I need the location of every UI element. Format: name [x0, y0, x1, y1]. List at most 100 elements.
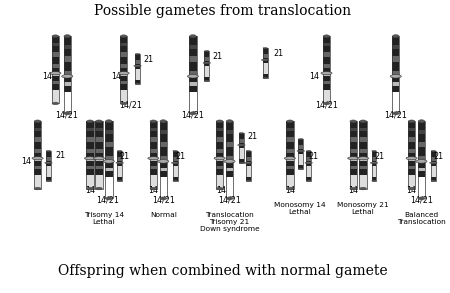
Bar: [135, 60, 140, 64]
Bar: [431, 177, 436, 180]
Text: 14: 14: [407, 185, 417, 195]
Bar: [286, 166, 293, 169]
Bar: [34, 131, 41, 137]
Bar: [95, 128, 103, 131]
Bar: [204, 51, 209, 57]
Bar: [189, 57, 197, 62]
Text: 14: 14: [216, 185, 227, 195]
Bar: [63, 62, 71, 71]
Bar: [46, 166, 51, 177]
Ellipse shape: [160, 120, 166, 123]
Bar: [350, 175, 357, 189]
Text: 21: 21: [273, 49, 283, 58]
Bar: [306, 151, 311, 157]
Bar: [350, 142, 357, 149]
Bar: [226, 161, 233, 168]
Bar: [350, 166, 357, 169]
Bar: [323, 76, 330, 81]
Ellipse shape: [148, 157, 159, 160]
Bar: [418, 168, 425, 171]
Ellipse shape: [50, 72, 61, 75]
Text: 21: 21: [248, 132, 257, 141]
Text: 14/21: 14/21: [152, 195, 175, 205]
Bar: [239, 159, 244, 163]
Bar: [418, 130, 425, 134]
Ellipse shape: [216, 187, 223, 190]
Bar: [226, 121, 233, 130]
Ellipse shape: [95, 120, 102, 122]
Bar: [263, 48, 268, 54]
Bar: [298, 165, 303, 169]
Ellipse shape: [105, 120, 112, 123]
Bar: [226, 177, 233, 198]
Text: Monosomy 14
Lethal: Monosomy 14 Lethal: [274, 202, 326, 215]
Bar: [95, 131, 103, 137]
Bar: [120, 57, 127, 64]
Bar: [86, 142, 94, 149]
Bar: [392, 45, 400, 49]
Text: Offspring when combined with normal gamete: Offspring when combined with normal game…: [58, 264, 387, 277]
Text: 21: 21: [120, 152, 130, 161]
Bar: [34, 166, 41, 169]
Bar: [360, 161, 367, 166]
Ellipse shape: [408, 187, 415, 190]
Bar: [323, 52, 330, 57]
Bar: [226, 134, 233, 142]
Bar: [408, 161, 415, 166]
Bar: [216, 131, 223, 137]
Ellipse shape: [239, 162, 243, 163]
Bar: [286, 153, 293, 158]
Bar: [150, 158, 157, 161]
Bar: [105, 142, 112, 147]
Ellipse shape: [62, 75, 73, 78]
Ellipse shape: [116, 162, 123, 163]
Bar: [34, 128, 41, 131]
Bar: [95, 175, 103, 189]
Ellipse shape: [105, 197, 112, 200]
Ellipse shape: [321, 72, 332, 75]
Text: 14: 14: [285, 185, 295, 195]
Bar: [216, 153, 223, 158]
Bar: [46, 151, 51, 157]
Bar: [360, 131, 367, 137]
Bar: [117, 161, 122, 166]
Ellipse shape: [214, 157, 225, 160]
Bar: [418, 177, 425, 198]
Bar: [135, 54, 140, 60]
Ellipse shape: [358, 157, 369, 160]
Bar: [160, 130, 167, 134]
Bar: [52, 36, 59, 43]
Bar: [350, 131, 357, 137]
Bar: [34, 137, 41, 142]
Ellipse shape: [306, 180, 311, 181]
Bar: [392, 36, 400, 45]
Ellipse shape: [263, 47, 267, 49]
Bar: [86, 158, 94, 161]
Bar: [306, 157, 311, 161]
Text: 14/21: 14/21: [96, 195, 119, 205]
Bar: [350, 158, 357, 161]
Bar: [95, 161, 103, 166]
Bar: [189, 62, 197, 71]
Bar: [105, 161, 112, 168]
Text: 14/21: 14/21: [119, 100, 142, 109]
Ellipse shape: [120, 35, 127, 38]
Bar: [95, 166, 103, 169]
Bar: [360, 153, 367, 158]
Bar: [239, 133, 244, 163]
Bar: [408, 121, 415, 128]
Text: 14: 14: [21, 157, 31, 166]
Bar: [52, 67, 59, 73]
Ellipse shape: [46, 150, 51, 151]
Bar: [135, 54, 140, 84]
Bar: [63, 92, 71, 113]
Bar: [431, 161, 436, 166]
Bar: [34, 158, 41, 161]
Bar: [408, 169, 415, 175]
Ellipse shape: [246, 180, 251, 181]
Bar: [117, 177, 122, 180]
Ellipse shape: [173, 180, 177, 181]
Bar: [286, 158, 293, 161]
Bar: [46, 151, 51, 180]
Ellipse shape: [246, 150, 251, 151]
